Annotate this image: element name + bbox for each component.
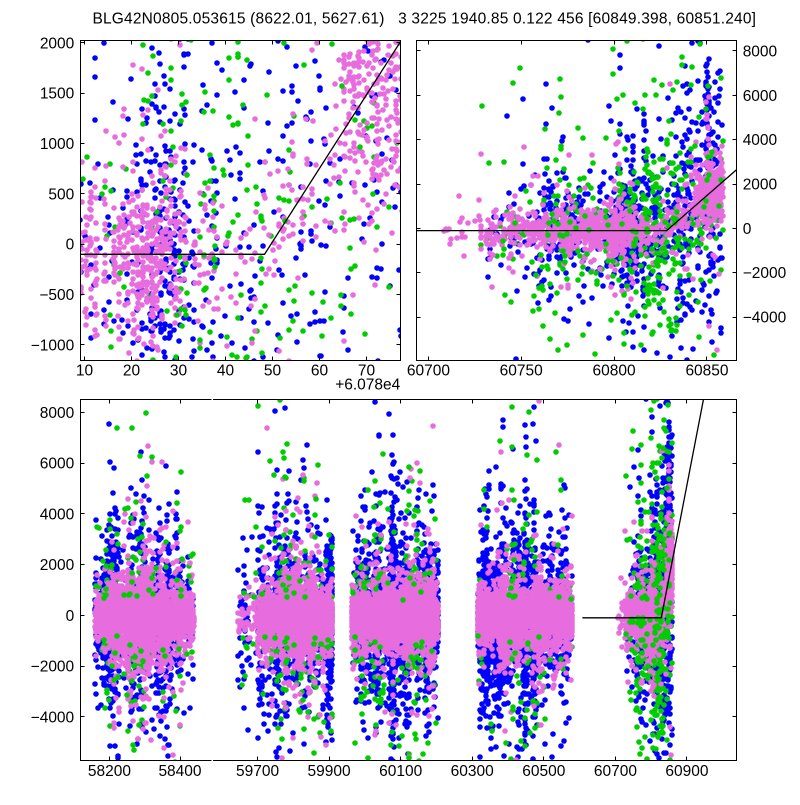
svg-text:0: 0 <box>66 608 75 625</box>
svg-text:20: 20 <box>123 363 141 380</box>
svg-text:−1000: −1000 <box>31 337 75 354</box>
svg-text:60300: 60300 <box>451 763 494 780</box>
svg-text:60850: 60850 <box>685 363 728 380</box>
svg-text:2000: 2000 <box>40 557 75 574</box>
svg-text:0: 0 <box>66 237 75 254</box>
svg-text:50: 50 <box>264 363 282 380</box>
svg-text:4000: 4000 <box>40 506 75 523</box>
svg-text:60700: 60700 <box>407 363 450 380</box>
svg-text:60800: 60800 <box>593 363 636 380</box>
svg-text:58400: 58400 <box>158 763 201 780</box>
svg-text:60: 60 <box>311 363 329 380</box>
svg-text:2000: 2000 <box>743 177 778 194</box>
svg-text:60100: 60100 <box>379 763 422 780</box>
svg-text:30: 30 <box>170 363 188 380</box>
svg-text:60500: 60500 <box>522 763 565 780</box>
svg-text:70: 70 <box>358 363 376 380</box>
svg-text:6000: 6000 <box>40 456 75 473</box>
svg-text:2000: 2000 <box>40 35 75 52</box>
svg-text:−4000: −4000 <box>743 310 787 327</box>
svg-text:500: 500 <box>48 186 74 203</box>
svg-text:1000: 1000 <box>40 136 75 153</box>
svg-text:40: 40 <box>217 363 235 380</box>
svg-text:−2000: −2000 <box>743 265 787 282</box>
svg-text:−500: −500 <box>39 287 74 304</box>
svg-text:60900: 60900 <box>665 763 708 780</box>
svg-text:60750: 60750 <box>500 363 543 380</box>
svg-text:+6.078e4: +6.078e4 <box>335 377 400 394</box>
svg-text:−4000: −4000 <box>31 709 75 726</box>
svg-text:0: 0 <box>743 221 752 238</box>
svg-text:58200: 58200 <box>88 763 131 780</box>
svg-text:4000: 4000 <box>743 132 778 149</box>
svg-text:−2000: −2000 <box>31 659 75 676</box>
svg-text:10: 10 <box>76 363 94 380</box>
svg-text:8000: 8000 <box>40 405 75 422</box>
svg-text:BLG42N0805.053615 (8622.01, 56: BLG42N0805.053615 (8622.01, 5627.61) 3 3… <box>92 11 755 28</box>
svg-text:6000: 6000 <box>743 88 778 105</box>
svg-text:60700: 60700 <box>594 763 637 780</box>
svg-text:59700: 59700 <box>236 763 279 780</box>
svg-text:8000: 8000 <box>743 43 778 60</box>
svg-text:1500: 1500 <box>40 86 75 103</box>
svg-text:59900: 59900 <box>308 763 351 780</box>
